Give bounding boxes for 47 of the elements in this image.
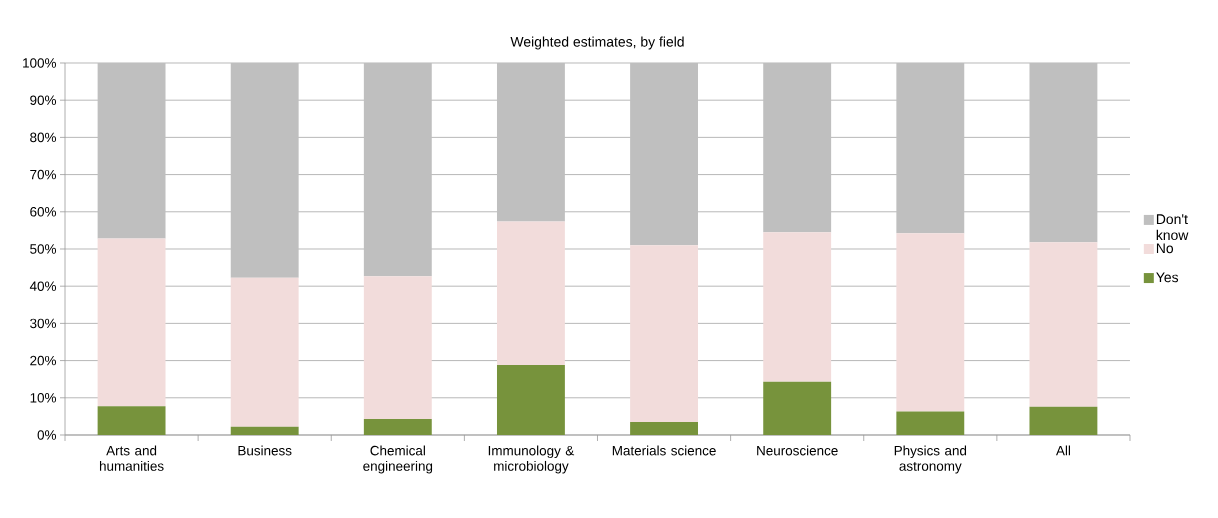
bar [1029, 62, 1098, 243]
bar [230, 277, 299, 427]
x-tick-label: Immunology & microbiology [488, 445, 575, 474]
x-tick-label: Neuroscience [757, 445, 838, 456]
y-tick-label: 80% [30, 132, 57, 143]
bar [97, 238, 166, 407]
bar [496, 365, 565, 435]
chart-title: Weighted estimates, by field [510, 36, 684, 50]
legend-label: Yes [1156, 272, 1179, 283]
x-tick-label: Business [238, 445, 292, 456]
bar [763, 381, 832, 435]
bar [363, 276, 432, 419]
y-tick-label: 90% [30, 95, 57, 105]
y-tick-label: 60% [30, 207, 57, 217]
bar [896, 233, 965, 412]
bar [763, 62, 832, 233]
x-tick-label: Materials science [612, 445, 716, 456]
bar [363, 62, 432, 277]
legend-label: Don't know [1156, 214, 1189, 241]
y-tick-label: 100% [23, 58, 57, 68]
bar [1029, 406, 1098, 435]
bar [630, 421, 698, 435]
bar [1029, 242, 1098, 407]
y-tick-label: 40% [29, 281, 57, 291]
bar [763, 232, 832, 382]
x-tick-label: All [1055, 445, 1070, 456]
bar [630, 62, 698, 246]
y-tick-label: 70% [30, 169, 57, 180]
bar [97, 406, 166, 435]
bar [230, 62, 299, 278]
bar [896, 411, 965, 435]
x-tick-label: Chemical engineering [363, 445, 433, 474]
bar [97, 62, 166, 239]
y-tick-label: 50% [30, 244, 57, 254]
x-tick-label: Physics and astronomy [894, 445, 967, 474]
bar [363, 418, 432, 435]
legend-label: No [1156, 243, 1174, 254]
bar [230, 426, 299, 435]
bar [496, 62, 565, 222]
y-tick-label: 20% [30, 355, 57, 366]
y-tick-label: 10% [30, 393, 57, 403]
bar [630, 245, 698, 422]
bar [496, 221, 565, 366]
y-tick-label: 30% [30, 318, 57, 329]
bar [896, 62, 965, 234]
x-tick-label: Arts and humanities [99, 445, 164, 471]
y-tick-label: 0% [37, 430, 57, 440]
